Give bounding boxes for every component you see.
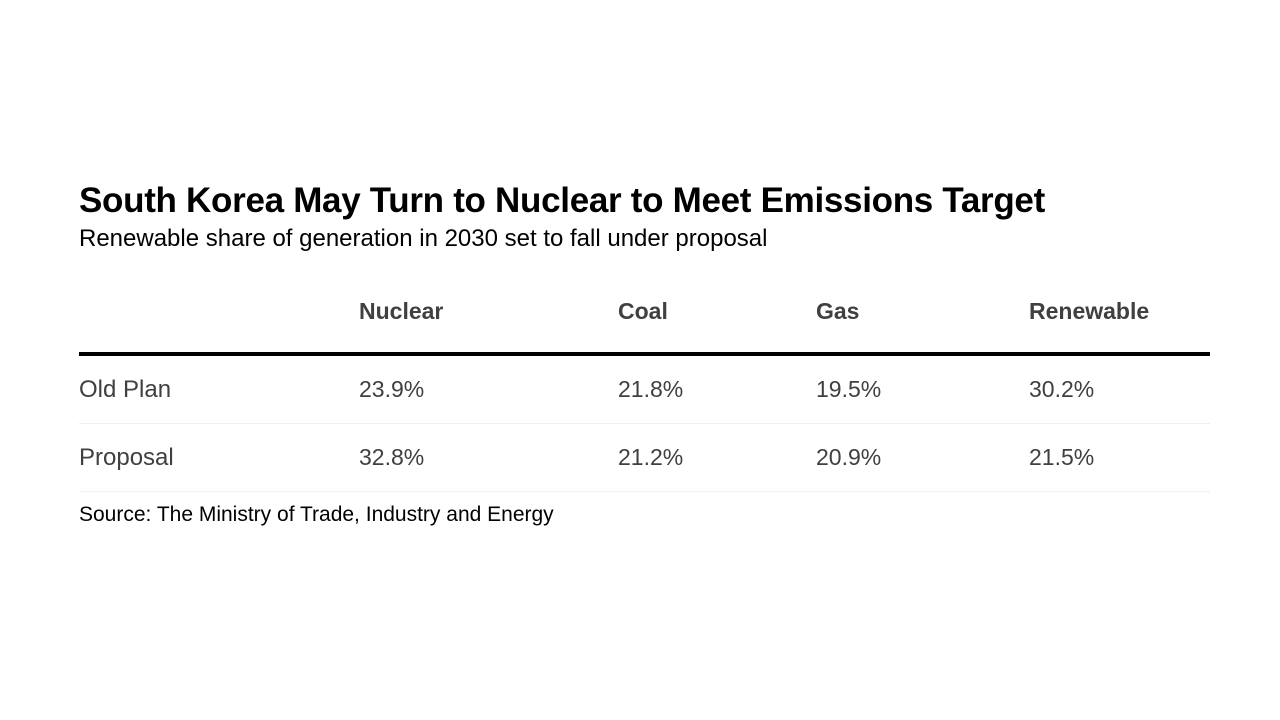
- header-cell-nuclear: Nuclear: [359, 298, 618, 356]
- table-cell: 21.8%: [618, 354, 816, 424]
- table-row: Old Plan 23.9% 21.8% 19.5% 30.2%: [79, 354, 1210, 424]
- table-row: Proposal 32.8% 21.2% 20.9% 21.5%: [79, 423, 1210, 492]
- header-cell-renewable: Renewable: [1029, 298, 1210, 356]
- header-cell-gas: Gas: [816, 298, 1029, 356]
- source-note: Source: The Ministry of Trade, Industry …: [79, 503, 554, 526]
- chart-title: South Korea May Turn to Nuclear to Meet …: [79, 181, 1045, 220]
- table-header-row: Nuclear Coal Gas Renewable: [79, 298, 1210, 356]
- header-cell-empty: [79, 298, 359, 356]
- table-cell: 19.5%: [816, 354, 1029, 424]
- table-cell: 32.8%: [359, 423, 618, 492]
- table-cell: 20.9%: [816, 423, 1029, 492]
- table-cell: 30.2%: [1029, 354, 1210, 424]
- row-label: Old Plan: [79, 354, 359, 424]
- table-cell: 23.9%: [359, 354, 618, 424]
- table-cell: 21.2%: [618, 423, 816, 492]
- chart-subtitle: Renewable share of generation in 2030 se…: [79, 225, 768, 252]
- chart-card: South Korea May Turn to Nuclear to Meet …: [79, 178, 1210, 526]
- row-label: Proposal: [79, 423, 359, 492]
- header-cell-coal: Coal: [618, 298, 816, 356]
- table-cell: 21.5%: [1029, 423, 1210, 492]
- data-table: Nuclear Coal Gas Renewable Old Plan 23.9…: [79, 298, 1210, 492]
